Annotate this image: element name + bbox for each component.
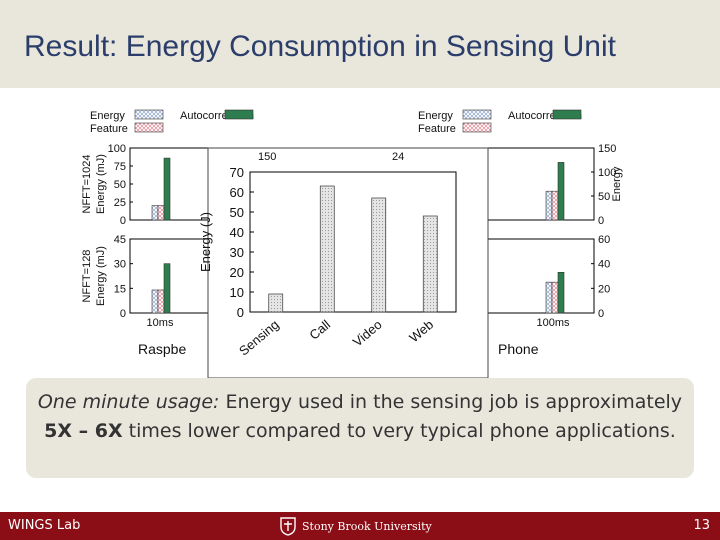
- callout-bold: 5X – 6X: [44, 420, 123, 442]
- legend-swatch-autocorrelation: [552, 109, 582, 120]
- bar-autocorrelation: [557, 272, 565, 314]
- callout-text-2: times lower compared to very typical pho…: [122, 420, 676, 442]
- callout-box: One minute usage: Energy used in the sen…: [26, 378, 694, 478]
- background-fragment: 150: [258, 151, 276, 163]
- y-tick-label: 40: [598, 259, 610, 271]
- callout-text-1: Energy used in the sensing job is approx…: [219, 391, 683, 413]
- y-tick-label: 0: [237, 305, 244, 320]
- x-tick-label: 100ms: [536, 317, 570, 329]
- background-fragment: 24: [392, 151, 404, 163]
- bar-call: [319, 185, 335, 313]
- y-tick-label: 100: [108, 143, 126, 155]
- bar-feature: [157, 289, 165, 314]
- callout-text: One minute usage: Energy used in the sen…: [26, 388, 694, 446]
- y-tick-label: 15: [114, 283, 126, 295]
- y-tick-label: 150: [598, 143, 616, 155]
- y-axis-label: Energy (J): [198, 212, 213, 272]
- bar-energy: [545, 190, 553, 221]
- caption-fragment: Phone: [498, 341, 539, 357]
- legend-label-feature: Feature: [90, 123, 128, 135]
- y-tick-label: 30: [230, 245, 244, 260]
- bar-energy: [151, 205, 159, 221]
- y-tick-label: 50: [230, 205, 244, 220]
- y-axis-label: Energy (mJ): [95, 154, 107, 214]
- slide-title: Result: Energy Consumption in Sensing Un…: [24, 30, 616, 63]
- callout-italic: One minute usage:: [37, 391, 220, 413]
- legend-label-energy: Energy: [90, 110, 125, 122]
- y-tick-label: 40: [230, 225, 244, 240]
- panel-frame-left-top: [129, 147, 216, 221]
- legend-label-feature: Feature: [418, 123, 456, 135]
- x-tick-label: 10ms: [147, 317, 174, 329]
- bar-feature: [551, 190, 559, 221]
- page-number: 13: [693, 518, 710, 533]
- bar-sensing: [268, 293, 284, 313]
- bar-autocorrelation: [163, 157, 171, 221]
- y-tick-label: 50: [598, 191, 610, 203]
- row-label: NFFT=128: [81, 250, 93, 303]
- y-tick-label: 45: [114, 234, 126, 246]
- bar-video: [371, 197, 387, 313]
- row-label: NFFT=1024: [81, 155, 93, 214]
- y-tick-label: 0: [120, 215, 126, 227]
- footer: WINGS Lab Stony Brook University 13: [0, 512, 720, 540]
- legend-swatch-feature: [462, 122, 492, 133]
- y-tick-label: 25: [114, 197, 126, 209]
- bar-energy: [545, 281, 553, 314]
- y-tick-label: 20: [230, 265, 244, 280]
- legend-swatch-energy: [134, 109, 164, 120]
- bar-feature: [551, 281, 559, 314]
- y-axis-label: Energy (mJ): [95, 246, 107, 306]
- bar-autocorrelation: [557, 162, 565, 221]
- university-crest-icon: [280, 517, 296, 536]
- y-tick-label: 0: [598, 215, 604, 227]
- y-tick-label: 50: [114, 179, 126, 191]
- y-tick-label: 10: [230, 285, 244, 300]
- university-logo: Stony Brook University: [278, 515, 432, 537]
- y-tick-label: 60: [230, 185, 244, 200]
- y-tick-label: 30: [114, 259, 126, 271]
- bar-feature: [157, 205, 165, 221]
- footer-university: Stony Brook University: [302, 519, 432, 533]
- bar-energy: [151, 289, 159, 314]
- footer-lab: WINGS Lab: [8, 518, 81, 533]
- y-tick-label: 0: [120, 308, 126, 320]
- legend-swatch-energy: [462, 109, 492, 120]
- y-tick-label: 20: [598, 283, 610, 295]
- y-tick-label: 75: [114, 161, 126, 173]
- y-tick-label: 0: [598, 308, 604, 320]
- figure: Energy Autocorrelation Feature Energy Autoco…: [0, 88, 720, 379]
- bar-web: [422, 215, 438, 313]
- y-tick-label: 100: [598, 167, 616, 179]
- bar-autocorrelation: [163, 263, 171, 314]
- caption-fragment: Raspbe: [138, 341, 186, 357]
- title-bar: Result: Energy Consumption in Sensing Un…: [0, 0, 720, 88]
- legend-swatch-feature: [134, 122, 164, 133]
- y-tick-label: 70: [230, 165, 244, 180]
- legend-label-energy: Energy: [418, 110, 453, 122]
- y-tick-label: 60: [598, 234, 610, 246]
- y-axis-label: Energy: [611, 166, 623, 201]
- center-plot-frame: [249, 171, 457, 313]
- legend-swatch-autocorrelation: [224, 109, 254, 120]
